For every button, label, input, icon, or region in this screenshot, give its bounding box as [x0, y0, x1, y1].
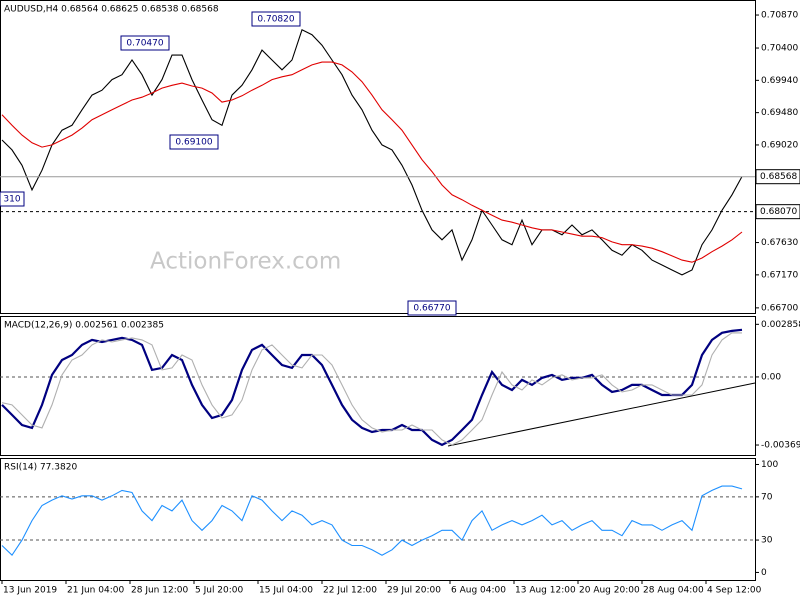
y-tick-label: 0.67170 [761, 270, 798, 280]
y-tick-label: 100 [761, 460, 778, 470]
y-tick-label: 0 [761, 568, 767, 578]
series-line [1, 29, 743, 276]
annotation: 0.70820 [257, 15, 294, 25]
panel-title: AUDUSD,H4 0.68564 0.68625 0.68538 0.6856… [4, 5, 219, 15]
annotation-box [120, 35, 170, 51]
x-tick-label: 29 Jul 20:00 [387, 586, 441, 596]
x-tick-label: 13 Jun 2019 [3, 586, 57, 596]
y-tick-label: -0.003698 [761, 441, 800, 451]
panel-frame [0, 458, 756, 581]
y-tick-label: 30 [761, 536, 773, 546]
annotation: 0.69100 [175, 138, 212, 148]
y-tick-label: 0.70870 [761, 11, 798, 21]
price-label: 0.68568 [760, 172, 797, 182]
panel-title: RSI(14) 77.3820 [4, 463, 77, 473]
y-tick-label: 70 [761, 492, 773, 502]
x-tick-label: 5 Jul 20:00 [195, 586, 244, 596]
x-tick-label: 15 Jul 04:00 [259, 586, 313, 596]
annotation-box [0, 191, 25, 207]
panel-frame [0, 0, 756, 314]
x-tick-label: 21 Jun 04:00 [67, 586, 124, 596]
watermark: ActionForex.com [150, 249, 341, 275]
x-tick-label: 28 Aug 04:00 [643, 586, 704, 596]
y-tick-label: 0.70400 [761, 44, 798, 54]
series-line [1, 61, 743, 263]
annotation-box [251, 11, 301, 27]
y-tick-label: 0.002858 [761, 320, 800, 330]
y-tick-label: 0.00 [761, 372, 781, 382]
trend-line [447, 382, 756, 447]
y-tick-label: 0.69480 [761, 108, 798, 118]
panel-title: MACD(12,26,9) 0.002561 0.002385 [4, 321, 164, 331]
panel-frame [0, 316, 756, 456]
x-tick-label: 20 Aug 20:00 [579, 586, 640, 596]
y-tick-label: 0.67630 [761, 238, 798, 248]
annotation: 0.66770 [413, 304, 450, 314]
series-line [1, 332, 743, 446]
annotation: 310 [3, 195, 20, 205]
x-tick-label: 28 Jun 12:00 [131, 586, 188, 596]
y-tick-label: 0.66700 [761, 303, 798, 313]
x-tick-label: 6 Aug 04:00 [451, 586, 506, 596]
x-tick-label: 13 Aug 12:00 [515, 586, 576, 596]
x-tick-label: 22 Jul 12:00 [323, 586, 377, 596]
annotation-box [407, 300, 457, 316]
series-line [1, 485, 743, 557]
series-line [1, 328, 743, 447]
annotation-box [169, 134, 219, 150]
price-label-box [755, 169, 800, 185]
annotation: 0.70470 [126, 39, 163, 49]
price-label-box [755, 204, 800, 220]
price-label: 0.68070 [760, 207, 797, 217]
y-tick-label: 0.69020 [761, 140, 798, 150]
y-tick-label: 0.69940 [761, 76, 798, 86]
x-tick-label: 4 Sep 12:00 [707, 586, 762, 596]
